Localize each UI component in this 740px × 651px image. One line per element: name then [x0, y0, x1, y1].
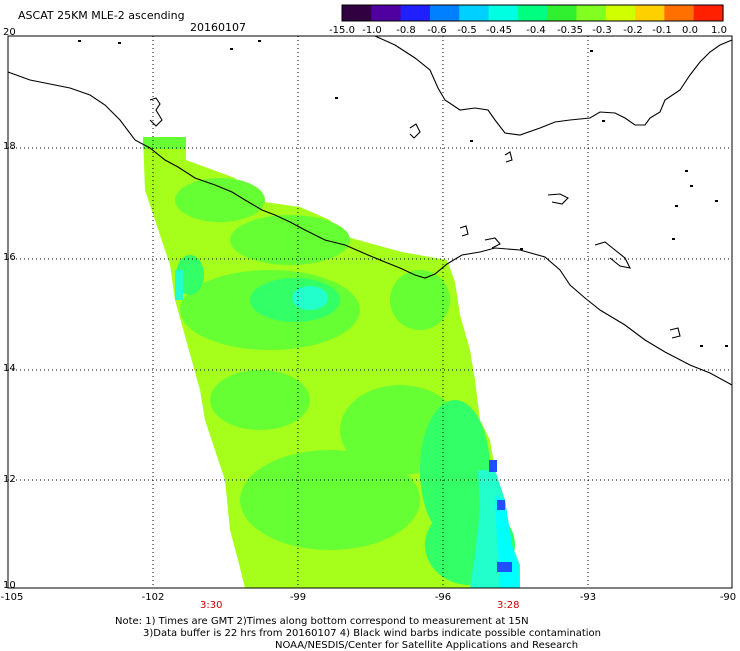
pacific-coast	[7, 71, 733, 386]
lon-label--96: -96	[434, 592, 452, 603]
map-frame	[7, 35, 733, 589]
date-label: 20160107	[190, 21, 246, 34]
lat-label-20: 20	[3, 27, 16, 38]
lat-label-18: 18	[3, 141, 16, 152]
colorbar-segment	[517, 5, 548, 21]
swath-patch	[143, 137, 186, 149]
colorbar-label: -0.1	[652, 25, 672, 36]
gulf-coast	[374, 35, 733, 136]
lon-label--102: -102	[141, 592, 165, 603]
product-title: ASCAT 25KM MLE-2 ascending	[18, 9, 185, 22]
colorbar-segment	[635, 5, 665, 21]
colorbar-segment	[342, 5, 372, 21]
coast-island	[258, 40, 261, 42]
colorbar-segment	[605, 5, 636, 21]
coast-island	[118, 42, 121, 44]
note-line-1: Note: 1) Times are GMT 2)Times along bot…	[115, 616, 529, 627]
wind-swath	[143, 137, 520, 588]
coast-island	[700, 345, 703, 347]
colorbar	[341, 4, 724, 22]
lon-label--99: -99	[289, 592, 307, 603]
colorbar-label: 0.0	[682, 25, 698, 36]
swath-patch	[240, 450, 420, 550]
swath-patch	[175, 178, 265, 222]
coast-island	[602, 120, 605, 122]
colorbar-segment	[429, 5, 460, 21]
swath-patch	[390, 270, 450, 330]
colorbar-segment	[488, 5, 519, 21]
coast-island	[590, 50, 593, 52]
note-line-3: NOAA/NESDIS/Center for Satellite Applica…	[275, 640, 579, 651]
colorbar-segment	[693, 5, 724, 21]
swath-pixel-blue	[497, 500, 505, 510]
lat-lon-grid	[8, 36, 732, 588]
colorbar-label: 1.0	[711, 25, 727, 36]
colorbar-label: -1.0	[362, 25, 382, 36]
coast-island	[672, 238, 675, 240]
lake-outline	[149, 97, 163, 127]
note-line-2: 3)Data buffer is 22 hrs from 20160107 4)…	[143, 628, 601, 639]
coast-island	[675, 205, 678, 207]
lat-label-10: 10	[3, 580, 16, 591]
coast-island	[470, 140, 473, 142]
lat-label-14: 14	[3, 363, 16, 374]
lake-outline	[547, 193, 569, 205]
colorbar-frame	[341, 4, 724, 22]
coast-island	[335, 97, 338, 99]
swath-pixel-blue	[489, 460, 497, 472]
coast-island	[685, 170, 688, 172]
lon-label--90: -90	[719, 592, 737, 603]
colorbar-label: -0.8	[396, 25, 416, 36]
colorbar-label: -0.5	[457, 25, 477, 36]
coast-island	[690, 185, 693, 187]
swath-patch	[210, 370, 310, 430]
swath-patch	[420, 400, 490, 540]
colorbar-segment	[459, 5, 490, 21]
colorbar-label: -0.4	[526, 25, 546, 36]
lake-outline	[484, 237, 501, 249]
colorbar-segment	[400, 5, 431, 21]
lon-label--93: -93	[579, 592, 597, 603]
swath-patch	[292, 286, 328, 310]
lake-outline	[594, 241, 631, 269]
coastline	[7, 35, 733, 386]
colorbar-segment	[547, 5, 578, 21]
swath-pixel-blue	[497, 562, 512, 572]
colorbar-segment	[576, 5, 607, 21]
coast-island	[725, 345, 728, 347]
lake-outline	[409, 123, 421, 139]
coast-island	[715, 200, 718, 202]
time-label-left: 3:30	[200, 600, 223, 611]
colorbar-label: -0.2	[623, 25, 643, 36]
coast-island	[230, 48, 233, 50]
lake-outline	[669, 327, 681, 339]
lat-label-12: 12	[3, 474, 16, 485]
colorbar-label: -0.6	[427, 25, 447, 36]
colorbar-label: -15.0	[329, 25, 355, 36]
coast-island	[520, 248, 523, 250]
lat-label-16: 16	[3, 252, 16, 263]
coast-island	[78, 40, 81, 42]
swath-patch	[230, 215, 350, 265]
colorbar-label: -0.3	[592, 25, 612, 36]
swath-patch	[175, 270, 183, 300]
colorbar-segment	[371, 5, 402, 21]
colorbar-segment	[664, 5, 695, 21]
colorbar-label: -0.45	[486, 25, 512, 36]
colorbar-label: -0.35	[557, 25, 583, 36]
time-label-right: 3:28	[497, 600, 520, 611]
lake-outline	[504, 151, 513, 163]
lake-outline	[459, 225, 469, 237]
lon-label--105: -105	[0, 592, 24, 603]
